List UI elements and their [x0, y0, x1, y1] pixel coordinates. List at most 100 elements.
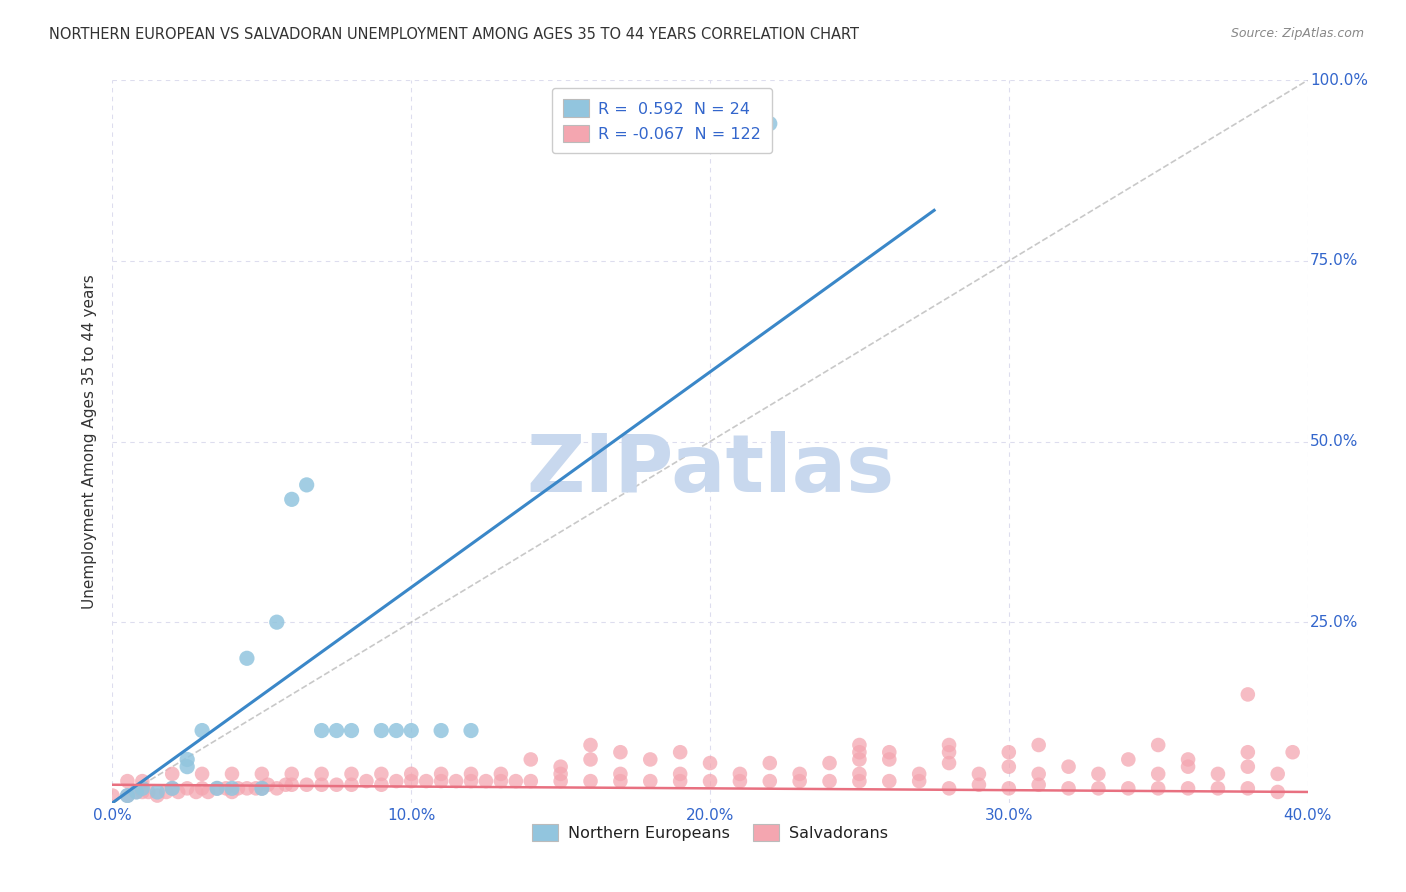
Point	[250, 781, 273, 796]
Point	[250, 781, 273, 796]
Point	[1267, 785, 1289, 799]
Point	[325, 723, 347, 738]
Point	[967, 767, 990, 781]
Point	[191, 723, 214, 738]
Point	[579, 738, 602, 752]
Point	[205, 781, 228, 796]
Point	[1147, 738, 1170, 752]
Point	[167, 785, 190, 799]
Point	[848, 774, 870, 789]
Point	[640, 774, 662, 789]
Point	[370, 778, 392, 792]
Point	[789, 774, 811, 789]
Point	[938, 745, 960, 759]
Point	[1237, 687, 1260, 701]
Point	[998, 760, 1021, 774]
Point	[176, 752, 198, 766]
Point	[430, 723, 453, 738]
Point	[609, 767, 631, 781]
Point	[221, 781, 243, 796]
Point	[848, 738, 870, 752]
Point	[609, 774, 631, 789]
Point	[1028, 738, 1050, 752]
Point	[550, 760, 572, 774]
Point	[879, 745, 901, 759]
Point	[176, 760, 198, 774]
Point	[186, 785, 208, 799]
Point	[250, 767, 273, 781]
Point	[311, 723, 333, 738]
Point	[848, 767, 870, 781]
Point	[131, 774, 153, 789]
Point	[430, 767, 453, 781]
Point	[669, 745, 692, 759]
Text: NORTHERN EUROPEAN VS SALVADORAN UNEMPLOYMENT AMONG AGES 35 TO 44 YEARS CORRELATI: NORTHERN EUROPEAN VS SALVADORAN UNEMPLOY…	[49, 27, 859, 42]
Point	[117, 774, 139, 789]
Point	[908, 767, 931, 781]
Point	[550, 767, 572, 781]
Point	[385, 774, 408, 789]
Point	[131, 785, 153, 799]
Point	[295, 478, 318, 492]
Text: 25.0%: 25.0%	[1310, 615, 1358, 630]
Point	[1057, 760, 1080, 774]
Point	[146, 785, 169, 799]
Point	[505, 774, 527, 789]
Point	[155, 785, 177, 799]
Point	[550, 774, 572, 789]
Point	[938, 781, 960, 796]
Point	[205, 781, 228, 796]
Point	[489, 767, 512, 781]
Point	[1237, 781, 1260, 796]
Text: 75.0%: 75.0%	[1310, 253, 1358, 268]
Point	[1237, 745, 1260, 759]
Point	[489, 774, 512, 789]
Point	[669, 767, 692, 781]
Point	[967, 778, 990, 792]
Point	[401, 723, 423, 738]
Point	[1147, 767, 1170, 781]
Point	[340, 778, 363, 792]
Point	[401, 774, 423, 789]
Point	[401, 767, 423, 781]
Point	[1177, 760, 1199, 774]
Text: Source: ZipAtlas.com: Source: ZipAtlas.com	[1230, 27, 1364, 40]
Point	[221, 785, 243, 799]
Point	[257, 778, 280, 792]
Point	[415, 774, 437, 789]
Point	[579, 752, 602, 766]
Point	[1028, 767, 1050, 781]
Point	[266, 615, 288, 630]
Point	[236, 781, 259, 796]
Text: 50.0%: 50.0%	[1310, 434, 1358, 449]
Point	[117, 789, 139, 803]
Point	[699, 774, 721, 789]
Point	[1237, 760, 1260, 774]
Point	[191, 781, 214, 796]
Point	[146, 789, 169, 803]
Point	[475, 774, 498, 789]
Point	[789, 767, 811, 781]
Text: 100.0%: 100.0%	[1310, 73, 1368, 87]
Point	[444, 774, 467, 789]
Point	[138, 785, 160, 799]
Point	[274, 778, 297, 792]
Text: ZIPatlas: ZIPatlas	[526, 432, 894, 509]
Point	[266, 781, 288, 796]
Point	[1281, 745, 1303, 759]
Point	[325, 778, 347, 792]
Point	[131, 781, 153, 796]
Point	[221, 767, 243, 781]
Point	[370, 767, 392, 781]
Point	[818, 756, 841, 770]
Point	[908, 774, 931, 789]
Point	[998, 781, 1021, 796]
Point	[311, 778, 333, 792]
Point	[728, 767, 751, 781]
Point	[125, 785, 148, 799]
Point	[460, 767, 482, 781]
Point	[879, 774, 901, 789]
Point	[1206, 781, 1229, 796]
Point	[281, 767, 304, 781]
Point	[1206, 767, 1229, 781]
